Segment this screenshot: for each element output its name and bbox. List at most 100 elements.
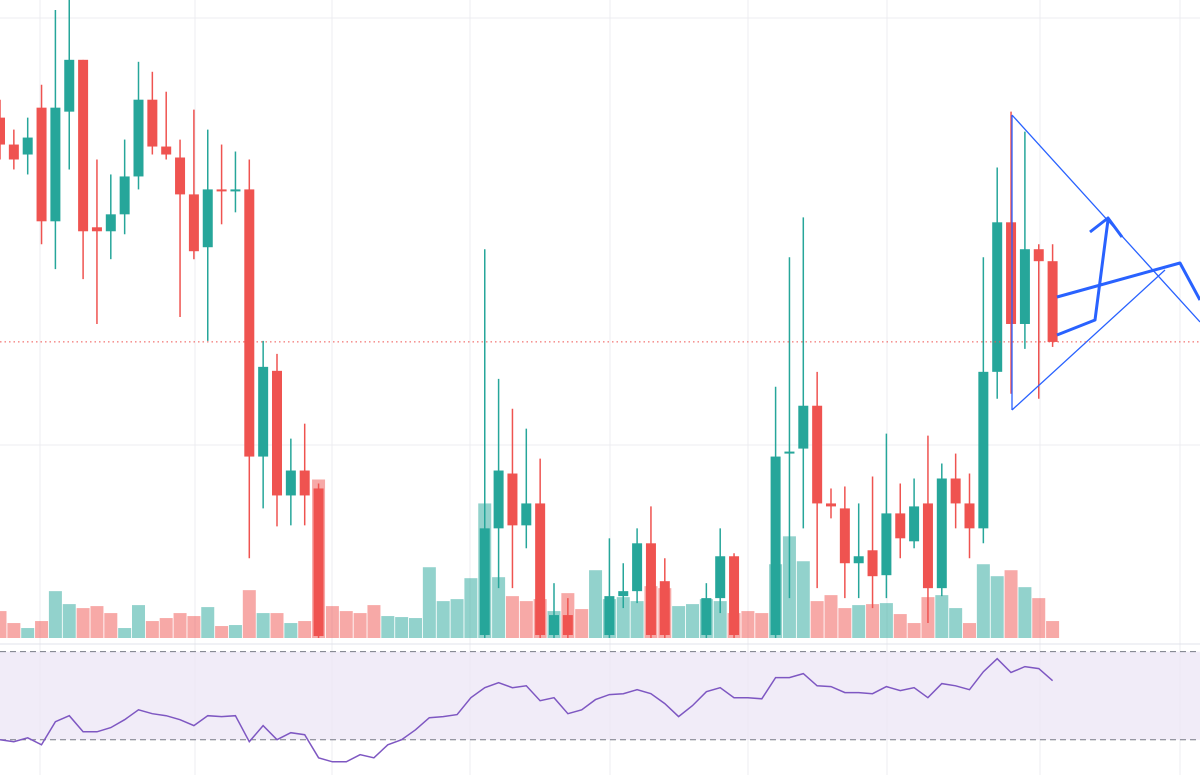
candle-body <box>313 488 324 637</box>
volume-bar <box>616 597 630 638</box>
volume-bar <box>90 606 104 638</box>
candle-body <box>729 556 740 636</box>
volume-bar <box>976 564 990 638</box>
candle-body <box>978 371 989 529</box>
candle-body <box>618 591 629 597</box>
volume-bar <box>907 623 921 638</box>
candle-body <box>285 470 296 496</box>
candle-body <box>22 137 33 155</box>
volume-bar <box>7 623 21 638</box>
candle-body <box>105 214 116 232</box>
volume-bar <box>298 621 312 638</box>
candle-body <box>299 470 310 496</box>
candle-body <box>493 470 504 529</box>
candle-body <box>632 543 643 592</box>
volume-bar <box>450 599 464 638</box>
volume-bar <box>935 595 949 638</box>
volume-bar <box>201 607 215 638</box>
candle-body <box>479 528 490 636</box>
candle-body <box>964 503 975 529</box>
volume-bar <box>686 604 699 638</box>
volume-bar <box>879 603 893 638</box>
volume-bar <box>0 611 7 638</box>
candle-body <box>521 503 532 526</box>
volume-bar <box>381 616 395 638</box>
volume-bar <box>242 590 256 638</box>
candle-body <box>659 581 670 636</box>
volume-bar <box>173 613 187 638</box>
volume-bar <box>1046 621 1060 638</box>
volume-bar <box>132 605 145 638</box>
candle-body <box>175 157 186 195</box>
rsi-pane <box>0 651 1200 763</box>
volume-bar <box>284 623 298 638</box>
candle-body <box>798 405 809 449</box>
candle-body <box>161 146 172 155</box>
volume-bar <box>810 601 824 638</box>
volume-bar <box>145 621 159 638</box>
volume-bar <box>395 617 409 638</box>
candle-body <box>0 117 5 145</box>
volume-bar <box>575 609 589 638</box>
volume-bar <box>672 606 686 638</box>
volume-bar <box>35 621 49 638</box>
candle-body <box>119 176 130 215</box>
candle-body <box>770 456 781 636</box>
volume-bar <box>949 608 963 638</box>
volume-bar <box>755 613 769 638</box>
candle-body <box>202 189 213 248</box>
candle-body <box>867 550 878 577</box>
candle-body <box>839 508 850 564</box>
candle-body <box>604 596 615 636</box>
candle-body <box>549 615 559 636</box>
candle-body <box>272 370 282 496</box>
volume-bar <box>256 613 270 638</box>
candle-body <box>645 543 656 636</box>
volume-bar <box>990 576 1004 638</box>
candle-body <box>1033 249 1044 262</box>
volume-bar <box>62 604 76 638</box>
candle-body <box>826 503 836 507</box>
candle-body <box>50 107 61 222</box>
candle-body <box>881 513 892 576</box>
volume-bar <box>187 616 201 638</box>
volume-bar <box>824 595 838 638</box>
volume-bar <box>1018 587 1032 638</box>
candle-body <box>701 598 712 636</box>
volume-bar <box>422 567 436 638</box>
volume-bar <box>492 577 506 638</box>
candle-body <box>133 99 144 177</box>
volume-bar <box>464 578 478 638</box>
candle-body <box>715 556 726 599</box>
volume-bar <box>353 613 367 638</box>
candle-body <box>1047 261 1058 342</box>
volume-bar <box>713 601 727 638</box>
volume-bar <box>228 625 242 638</box>
candle-body <box>258 366 269 457</box>
path-drawing <box>1056 216 1200 337</box>
candle-body <box>8 144 19 160</box>
volume-bar <box>76 608 90 638</box>
volume-bar <box>630 601 644 638</box>
candle-body <box>909 506 920 542</box>
volume-bar <box>893 614 907 638</box>
candle-body <box>36 107 47 222</box>
candle-body <box>812 405 823 504</box>
candle-body <box>507 473 518 526</box>
volume-bar <box>866 604 880 638</box>
volume-bar <box>436 601 450 638</box>
volume-bar <box>505 596 519 638</box>
candle-body <box>936 478 947 589</box>
volume-bar <box>104 613 118 638</box>
candle-body <box>64 59 75 112</box>
candle-body <box>216 189 227 192</box>
candle-body <box>784 451 795 454</box>
volume-bar <box>589 570 603 638</box>
volume-bar <box>963 623 976 638</box>
candle-body <box>1006 222 1017 324</box>
candle-body <box>950 478 961 504</box>
volume-bar <box>838 608 852 638</box>
